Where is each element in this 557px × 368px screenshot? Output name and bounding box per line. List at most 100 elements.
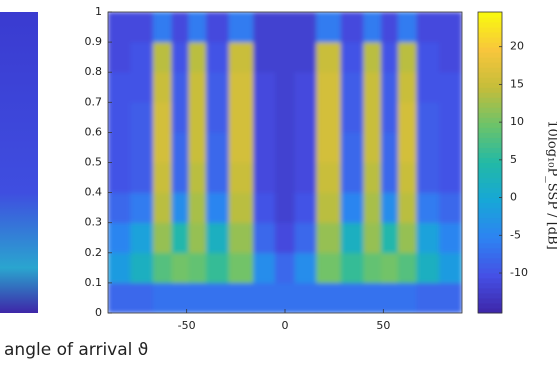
colorbar-swatch	[478, 258, 502, 264]
heatmap-cell	[341, 162, 364, 193]
heatmap-cell	[153, 42, 172, 73]
heatmap-cell	[229, 102, 254, 133]
colorbar-swatch	[478, 163, 502, 169]
heatmap-cell	[229, 222, 254, 253]
heatmap-cell	[108, 162, 131, 193]
colorbar-swatch	[478, 298, 502, 304]
heatmap-cell	[153, 162, 172, 193]
colorbar-swatch	[478, 92, 502, 98]
heatmap-cell	[316, 132, 341, 163]
colorbar-swatch	[478, 112, 502, 118]
colorbar-swatch	[478, 137, 502, 143]
heatmap-cell	[316, 12, 341, 43]
y-tick-label: 0.5	[85, 156, 103, 169]
heatmap-cell	[341, 253, 364, 284]
colorbar-swatch	[478, 208, 502, 214]
heatmap-cell	[130, 42, 153, 73]
colorbar-swatch	[478, 77, 502, 83]
heatmap-cell	[295, 72, 317, 103]
heatmap-cell	[130, 102, 153, 133]
colorbar-swatch	[478, 168, 502, 174]
heatmap-cell	[172, 222, 189, 253]
heatmap-cell	[275, 162, 295, 193]
x-axis-label: angle of arrival ϑ	[4, 340, 148, 360]
colorbar-swatch	[478, 27, 502, 33]
heatmap-cell	[316, 222, 341, 253]
heatmap-cell	[153, 283, 172, 314]
colorbar-swatch	[478, 288, 502, 294]
colorbar-swatch	[478, 193, 502, 199]
colorbar-swatch	[478, 12, 502, 18]
colorbar-swatch	[478, 47, 502, 53]
heatmap-cell	[275, 12, 295, 43]
heatmap-cell	[341, 192, 364, 223]
heatmap-cell	[295, 283, 317, 314]
heatmap-cell	[295, 162, 317, 193]
colorbar-tick-label: 0	[510, 191, 517, 204]
heatmap-cell	[275, 253, 295, 284]
heatmap-cell	[416, 72, 439, 103]
heatmap-cell	[188, 12, 206, 43]
heatmap-cell	[229, 253, 254, 284]
heatmap-cell	[188, 72, 206, 103]
heatmap-cell	[295, 12, 317, 43]
heatmap-cell	[381, 283, 398, 314]
heatmap-cell	[295, 132, 317, 163]
heatmap-cell	[275, 102, 295, 133]
heatmap-cell	[253, 283, 275, 314]
colorbar-swatch	[478, 97, 502, 103]
colorbar-swatch	[478, 178, 502, 184]
heatmap-cell	[295, 192, 317, 223]
heatmap-cell	[295, 222, 317, 253]
heatmap-cell	[108, 222, 131, 253]
heatmap-cell	[316, 102, 341, 133]
heatmap-cell	[363, 42, 381, 73]
heatmap-cell	[275, 72, 295, 103]
colorbar-swatch	[478, 293, 502, 299]
heatmap-cell	[275, 42, 295, 73]
heatmap-cell	[439, 102, 462, 133]
colorbar-swatch	[478, 238, 502, 244]
heatmap-cell	[253, 12, 275, 43]
heatmap-cell	[108, 72, 131, 103]
heatmap-cell	[188, 132, 206, 163]
heatmap-cell	[363, 12, 381, 43]
y-tick-label: 0.9	[85, 35, 103, 48]
heatmap-cell	[381, 132, 398, 163]
heatmap-cell	[206, 132, 229, 163]
colorbar-swatch	[478, 62, 502, 68]
heatmap-cell	[253, 42, 275, 73]
colorbar-swatch	[478, 127, 502, 133]
heatmap-cell	[172, 102, 189, 133]
heatmap-cell	[381, 162, 398, 193]
heatmap-cell	[229, 162, 254, 193]
colorbar-swatch	[478, 52, 502, 58]
heatmap-cell	[153, 222, 172, 253]
heatmap-cell	[188, 192, 206, 223]
heatmap-cell	[398, 222, 417, 253]
colorbar-swatch	[478, 198, 502, 204]
heatmap-cell	[206, 283, 229, 314]
heatmap-cell	[398, 12, 417, 43]
colorbar-swatch	[478, 283, 502, 289]
heatmap-cell	[206, 253, 229, 284]
heatmap-cell	[188, 162, 206, 193]
heatmap-cell	[363, 102, 381, 133]
colorbar-swatch	[478, 107, 502, 113]
heatmap-cell	[130, 162, 153, 193]
heatmap-cell	[253, 222, 275, 253]
heatmap-cell	[206, 222, 229, 253]
heatmap-cell	[172, 162, 189, 193]
heatmap-cell	[130, 283, 153, 314]
y-tick-label: 0.7	[85, 95, 103, 108]
heatmap-cell	[172, 72, 189, 103]
x-tick-label: 50	[376, 319, 390, 332]
heatmap-cell	[295, 102, 317, 133]
heatmap-cell	[188, 253, 206, 284]
heatmap-cell	[275, 192, 295, 223]
y-tick-label: 0.6	[85, 125, 103, 138]
colorbar-swatch	[478, 273, 502, 279]
heatmap-cell	[416, 283, 439, 314]
colorbar-tick-label: -5	[510, 228, 521, 241]
